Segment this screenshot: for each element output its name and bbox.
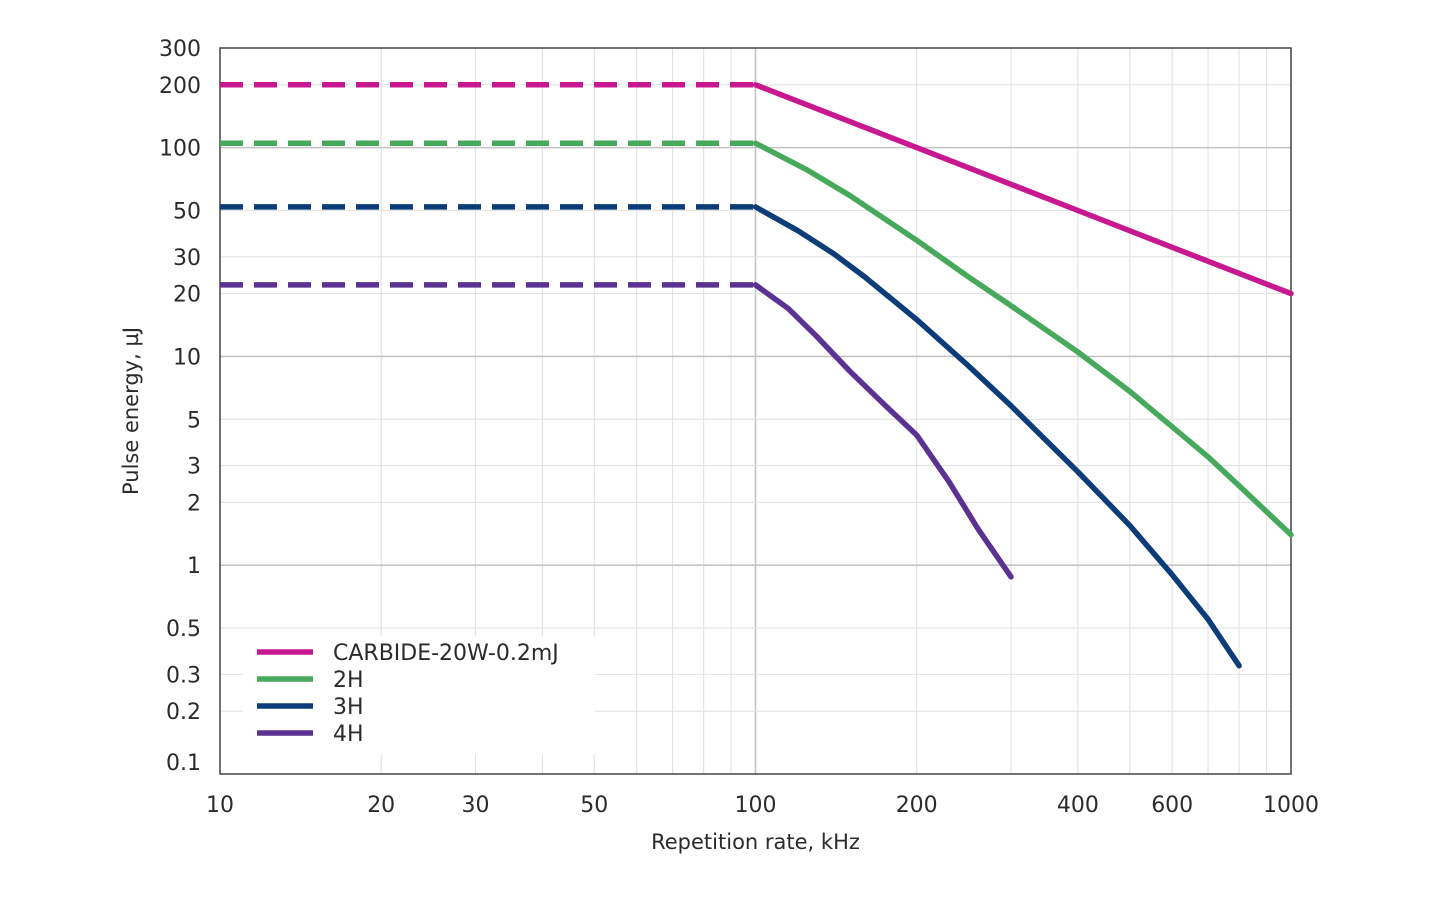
x-tick-label: 10 bbox=[206, 793, 234, 818]
x-tick-label: 200 bbox=[896, 793, 938, 818]
y-tick-label: 100 bbox=[159, 137, 201, 162]
y-tick-label: 30 bbox=[173, 246, 201, 271]
y-tick-label: 0.1 bbox=[166, 751, 201, 776]
y-tick-label: 200 bbox=[159, 74, 201, 99]
y-axis-ticks: 0.1 0.2 0.3 0.5 1 2 3 5 10 20 30 50 100 200 300 bbox=[159, 37, 201, 776]
x-tick-label: 100 bbox=[735, 793, 777, 818]
series-lines bbox=[220, 82, 1294, 669]
y-tick-label: 300 bbox=[159, 37, 201, 62]
y-axis-title: Pulse energy, µJ bbox=[119, 327, 143, 495]
legend-label: 3H bbox=[333, 695, 364, 720]
x-axis-ticks: 10 20 30 50 100 200 400 600 1000 bbox=[206, 793, 1319, 818]
y-tick-label: 5 bbox=[187, 408, 201, 433]
legend-label: CARBIDE-20W-0.2mJ bbox=[333, 641, 559, 666]
series-4-solid-line bbox=[752, 282, 1014, 580]
series-2-solid-line bbox=[752, 140, 1294, 538]
x-tick-label: 30 bbox=[461, 793, 489, 818]
y-tick-label: 50 bbox=[173, 199, 201, 224]
y-tick-label: 0.2 bbox=[166, 700, 201, 725]
y-tick-label: 0.5 bbox=[166, 617, 201, 642]
y-tick-label: 2 bbox=[187, 491, 201, 516]
grid bbox=[219, 47, 1292, 775]
series-1-solid-line bbox=[752, 82, 1294, 297]
y-tick-label: 0.3 bbox=[166, 663, 201, 688]
x-tick-label: 1000 bbox=[1263, 793, 1319, 818]
x-tick-label: 50 bbox=[580, 793, 608, 818]
series-3-solid-line bbox=[752, 204, 1242, 669]
x-tick-label: 600 bbox=[1151, 793, 1193, 818]
x-axis-title: Repetition rate, kHz bbox=[651, 830, 860, 854]
y-tick-label: 10 bbox=[173, 345, 201, 370]
x-tick-label: 20 bbox=[367, 793, 395, 818]
legend-label: 4H bbox=[333, 722, 364, 747]
legend-label: 2H bbox=[333, 668, 364, 693]
y-tick-label: 1 bbox=[187, 554, 201, 579]
y-tick-label: 20 bbox=[173, 283, 201, 308]
plot-area-frame bbox=[219, 47, 1292, 775]
x-tick-label: 400 bbox=[1057, 793, 1099, 818]
y-tick-label: 3 bbox=[187, 455, 201, 480]
